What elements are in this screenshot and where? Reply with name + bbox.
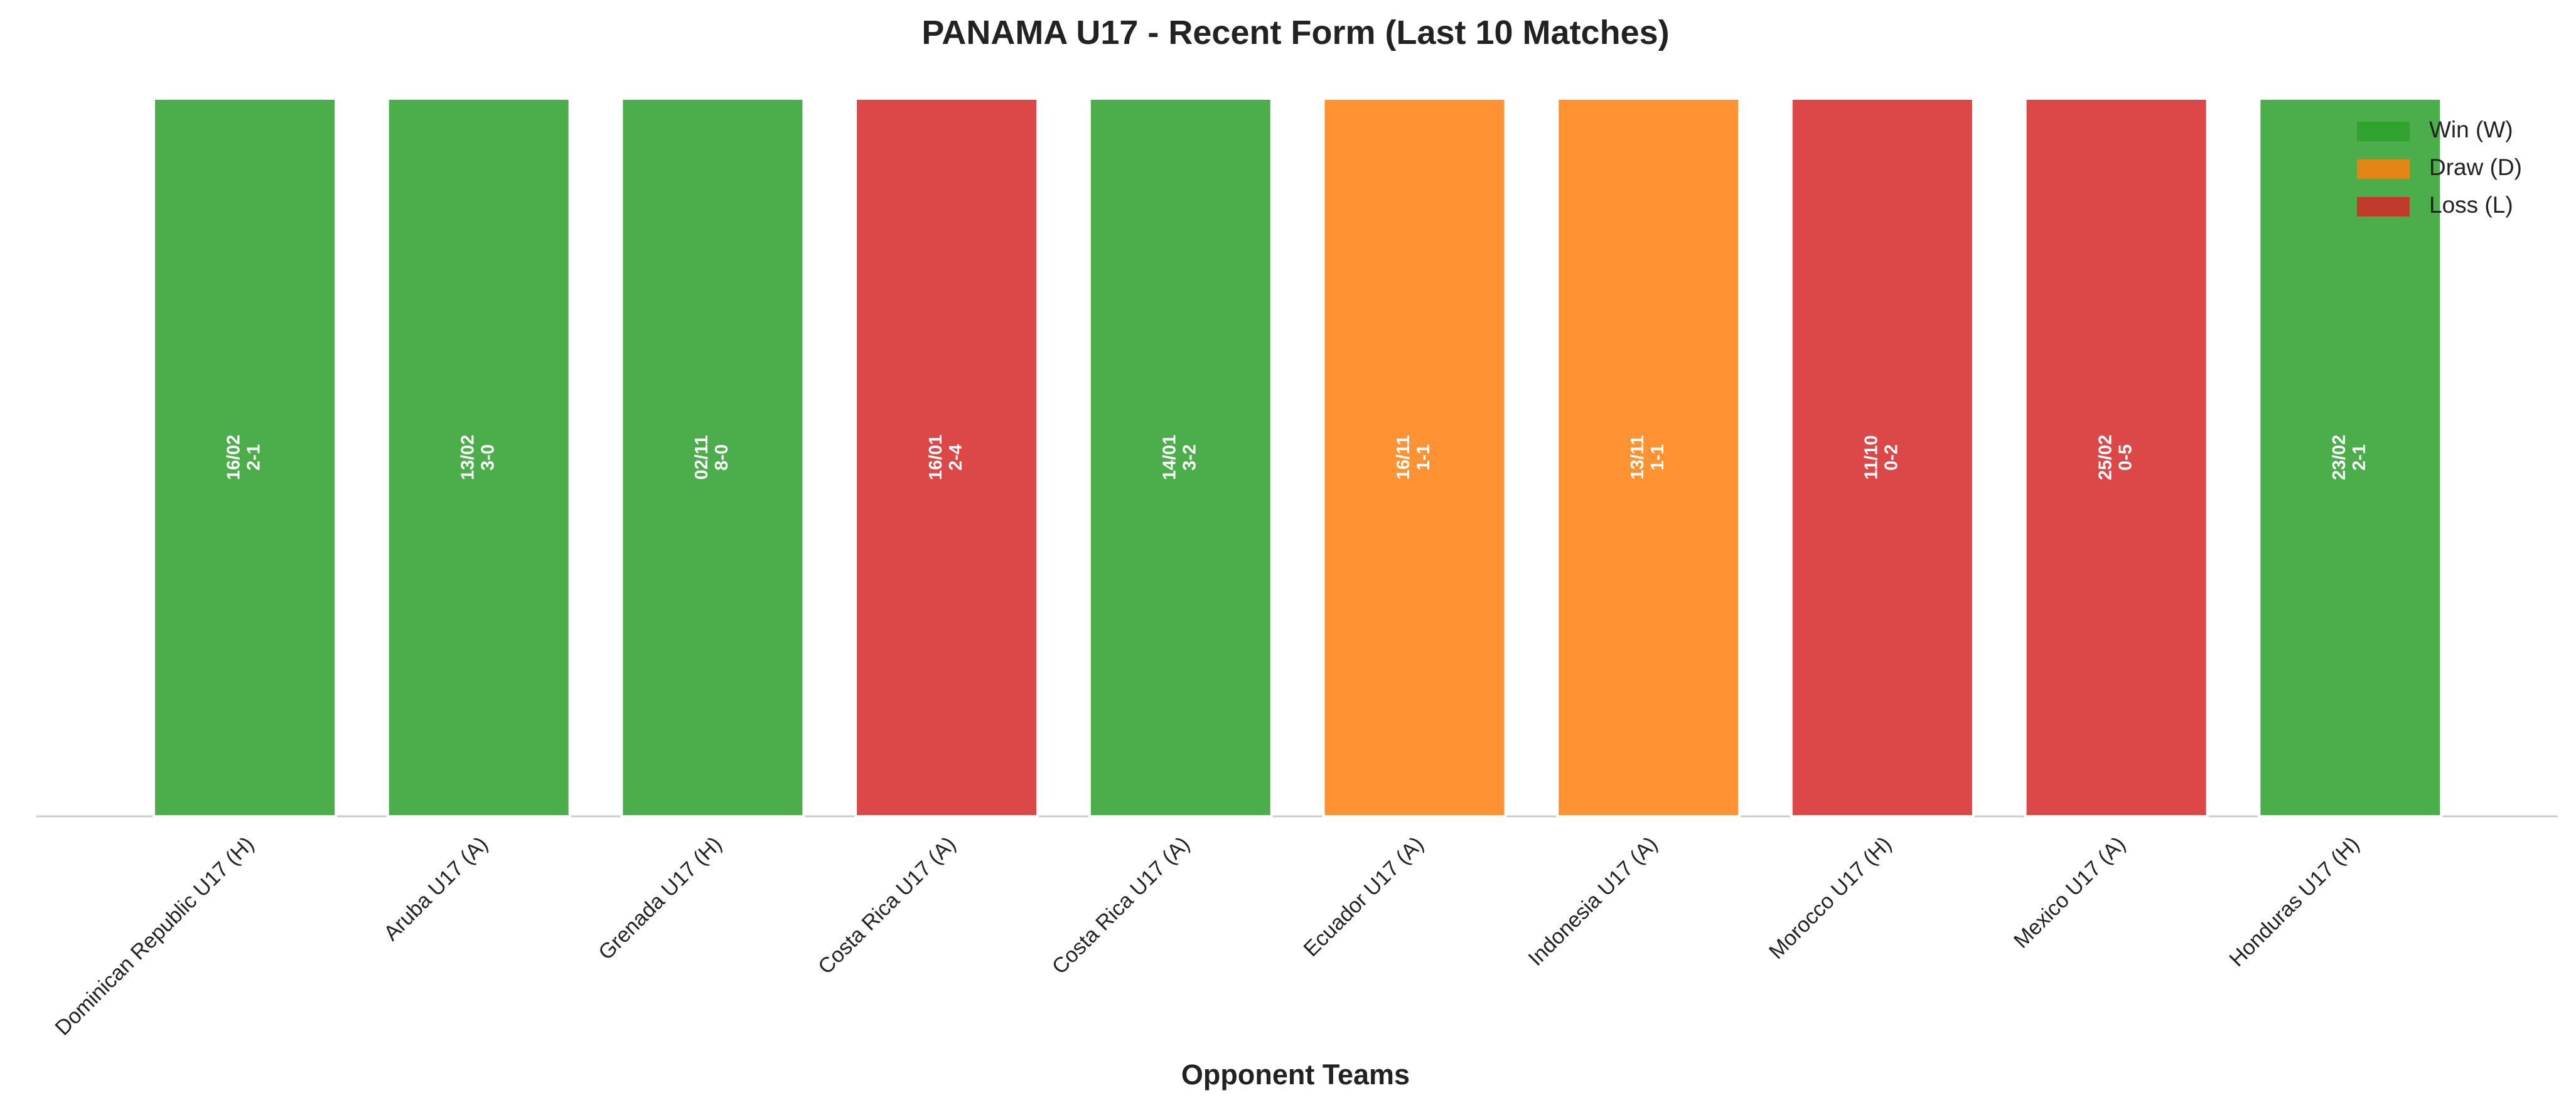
x-tick-label: Costa Rica U17 (A) bbox=[1048, 832, 1194, 979]
legend-label: Win (W) bbox=[2429, 117, 2513, 142]
legend-swatch bbox=[2357, 159, 2410, 179]
x-tick-label: Costa Rica U17 (A) bbox=[813, 832, 960, 979]
chart-title: PANAMA U17 - Recent Form (Last 10 Matche… bbox=[921, 14, 1669, 51]
bar-label: 2-1 bbox=[244, 444, 264, 471]
bar-label: 16/01 bbox=[926, 435, 946, 481]
bar-label: 1-1 bbox=[1414, 444, 1434, 471]
legend-swatch bbox=[2357, 197, 2410, 216]
bar-label: 2-1 bbox=[2349, 444, 2369, 471]
bar-label: 0-2 bbox=[1882, 444, 1902, 471]
x-tick-label: Morocco U17 (H) bbox=[1764, 832, 1896, 964]
bar bbox=[1556, 97, 1741, 818]
bar bbox=[620, 97, 805, 818]
bar-label: 02/11 bbox=[692, 435, 712, 480]
bar-label: 2-4 bbox=[946, 444, 966, 471]
x-axis-label: Opponent Teams bbox=[1181, 1059, 1410, 1091]
bar-label: 3-2 bbox=[1179, 444, 1199, 471]
bar-label: 11/10 bbox=[1862, 435, 1882, 480]
bar bbox=[2024, 97, 2209, 818]
bar bbox=[386, 97, 571, 818]
bar bbox=[1322, 97, 1507, 818]
bar bbox=[1790, 97, 1975, 818]
bar-label: 16/02 bbox=[224, 435, 244, 481]
x-tick-label: Grenada U17 (H) bbox=[594, 832, 726, 964]
bar-label: 8-0 bbox=[712, 444, 732, 471]
legend-swatch bbox=[2357, 122, 2410, 141]
x-tick-label: Mexico U17 (A) bbox=[2009, 832, 2130, 953]
bar-label: 13/02 bbox=[458, 435, 478, 481]
bar-label: 23/02 bbox=[2329, 435, 2349, 481]
x-tick-label: Indonesia U17 (A) bbox=[1524, 832, 1663, 971]
x-tick-label: Aruba U17 (A) bbox=[379, 832, 493, 946]
bar-label: 25/02 bbox=[2095, 435, 2115, 481]
bar bbox=[153, 97, 337, 818]
bar-label: 3-0 bbox=[478, 444, 498, 471]
bar-label: 16/11 bbox=[1393, 435, 1414, 480]
bar bbox=[854, 97, 1039, 818]
bar-label: 0-5 bbox=[2115, 444, 2135, 471]
bar-label: 14/01 bbox=[1159, 435, 1179, 481]
x-tick-label: Ecuador U17 (A) bbox=[1299, 832, 1429, 961]
x-tick-label: Honduras U17 (H) bbox=[2224, 832, 2364, 971]
legend-label: Draw (D) bbox=[2429, 154, 2522, 180]
bar-label: 13/11 bbox=[1628, 435, 1648, 480]
legend-label: Loss (L) bbox=[2429, 192, 2513, 218]
bar-label: 1-1 bbox=[1648, 444, 1668, 471]
x-tick-label: Dominican Republic U17 (H) bbox=[50, 832, 259, 1040]
bar bbox=[1088, 97, 1273, 818]
bar bbox=[2258, 97, 2443, 818]
